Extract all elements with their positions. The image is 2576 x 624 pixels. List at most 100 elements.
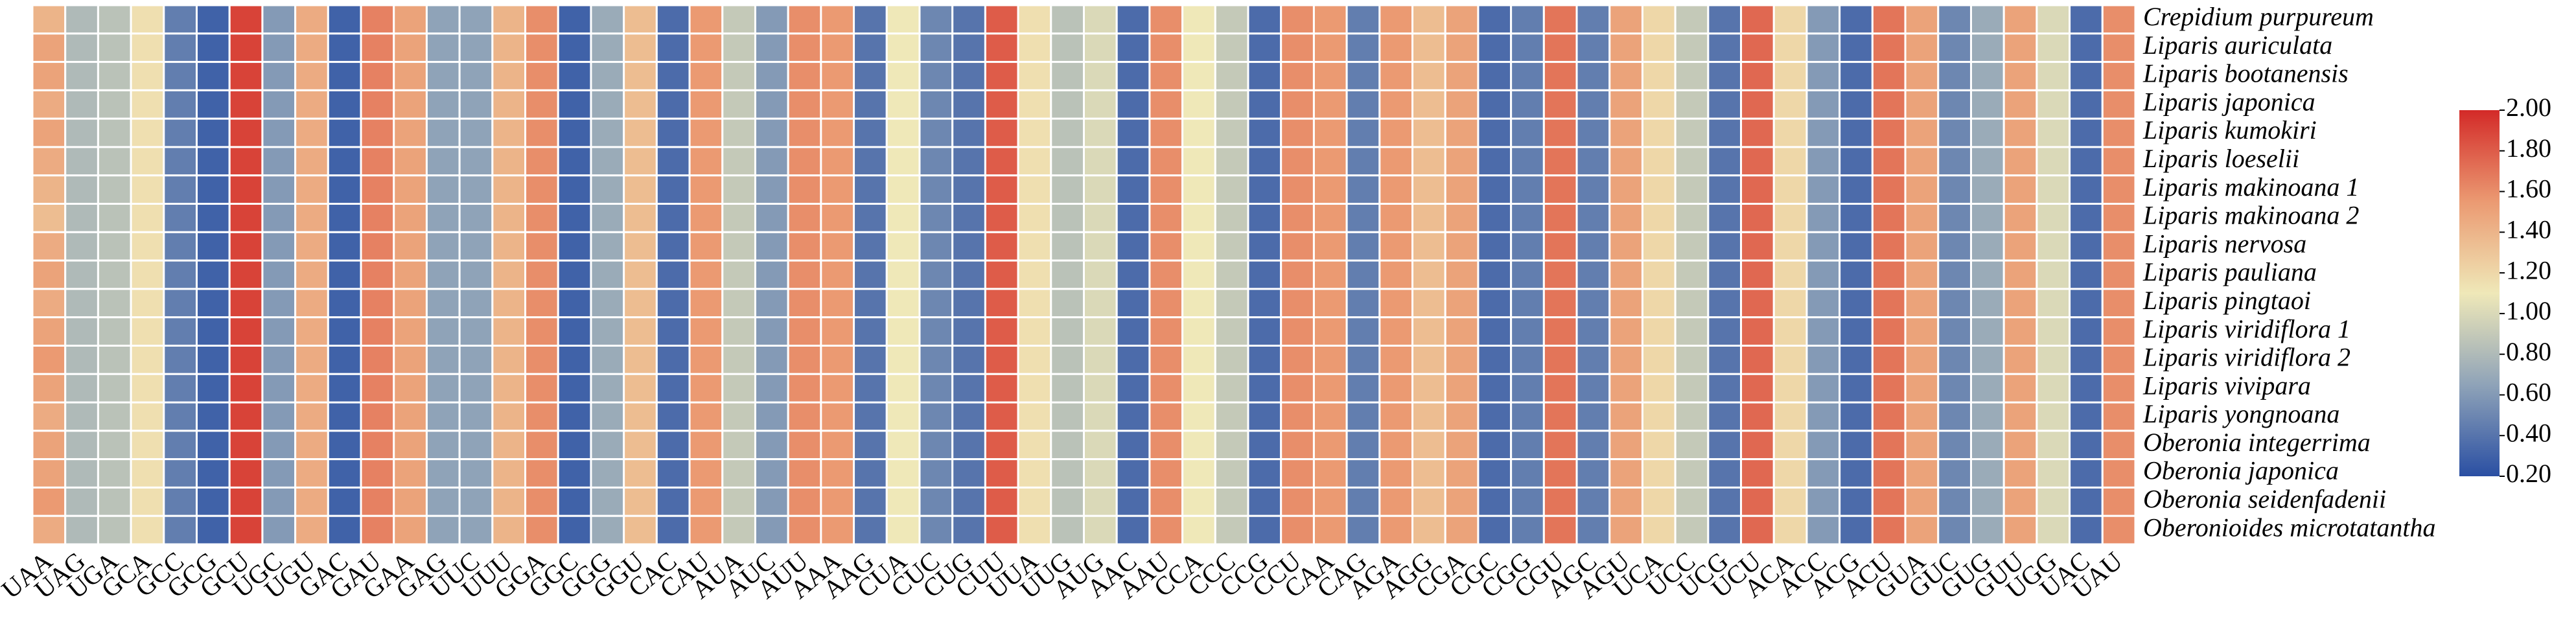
heatmap-cell (1542, 4, 1578, 35)
heatmap-cell (2002, 146, 2038, 177)
heatmap-cell (1510, 203, 1545, 233)
heatmap-cell (1674, 288, 1710, 319)
heatmap-cell (130, 259, 165, 290)
heatmap-cell (1772, 117, 1808, 148)
heatmap-cell (1608, 458, 1643, 489)
heatmap-cell (557, 146, 592, 177)
heatmap-cell (688, 203, 724, 233)
heatmap-cell (31, 373, 67, 404)
heatmap-cell (1904, 4, 1940, 35)
heatmap-cell (1411, 316, 1446, 347)
heatmap-cell (1575, 486, 1611, 517)
heatmap-cell (327, 373, 362, 404)
heatmap-cell (1575, 61, 1611, 91)
heatmap-cell (951, 458, 986, 489)
heatmap-cell (557, 89, 592, 120)
heatmap-cell (1772, 259, 1808, 290)
heatmap-cell (885, 61, 921, 91)
heatmap-cell (1378, 146, 1414, 177)
heatmap-cell (294, 430, 329, 461)
heatmap-cell (1674, 373, 1710, 404)
heatmap-cell (393, 514, 428, 546)
heatmap-cell (1904, 203, 1940, 233)
heatmap-cell (130, 174, 165, 205)
heatmap-cell (64, 486, 99, 517)
heatmap-cell (1345, 117, 1381, 148)
heatmap-cell (885, 203, 921, 233)
heatmap-cell (984, 373, 1019, 404)
heatmap-cell (261, 288, 297, 319)
heatmap-cell (97, 146, 132, 177)
heatmap-cell (1937, 401, 1972, 432)
heatmap-cell (1871, 458, 1907, 489)
heatmap-cell (1969, 117, 2005, 148)
heatmap-cell (688, 231, 724, 262)
heatmap-cell (31, 89, 67, 120)
heatmap-cell (1378, 4, 1414, 35)
heatmap-cell (557, 61, 592, 91)
heatmap-cell (1050, 373, 1085, 404)
heatmap-cell (360, 373, 395, 404)
heatmap-cell (130, 231, 165, 262)
heatmap-cell (1641, 61, 1677, 91)
heatmap-cell (1969, 32, 2005, 64)
heatmap-cell (787, 288, 822, 319)
colorbar-tick-label: 0.40 (2506, 418, 2551, 447)
heatmap-cell (1707, 146, 1743, 177)
heatmap-cell (1674, 146, 1710, 177)
heatmap-cell (655, 231, 691, 262)
heatmap-cell (425, 174, 461, 205)
heatmap-cell (1969, 430, 2005, 461)
heatmap-cell (1247, 146, 1282, 177)
heatmap-cell (31, 259, 67, 290)
heatmap-cell (360, 117, 395, 148)
heatmap-cell (787, 61, 822, 91)
heatmap-cell (655, 373, 691, 404)
heatmap-cell (1904, 32, 1940, 64)
heatmap-cell (2036, 458, 2071, 489)
heatmap-cell (1214, 288, 1249, 319)
heatmap-cell (1575, 174, 1611, 205)
heatmap-cell (1312, 514, 1348, 546)
heatmap-cell (1871, 259, 1907, 290)
heatmap-cell (1312, 401, 1348, 432)
heatmap-cell (360, 174, 395, 205)
heatmap-cell (984, 486, 1019, 517)
heatmap-cell (1641, 514, 1677, 546)
heatmap-cell (1542, 373, 1578, 404)
heatmap-cell (491, 486, 527, 517)
heatmap-cell (130, 401, 165, 432)
heatmap-cell (1280, 373, 1315, 404)
heatmap-cell (425, 117, 461, 148)
heatmap-cell (1312, 61, 1348, 91)
heatmap-cell (1477, 430, 1513, 461)
heatmap-cell (360, 458, 395, 489)
heatmap-cell (360, 401, 395, 432)
heatmap-cell (130, 146, 165, 177)
heatmap-cell (1115, 344, 1151, 375)
heatmap-cell (853, 401, 888, 432)
heatmap-cell (228, 174, 264, 205)
heatmap-cell (1805, 514, 1841, 546)
row-label: Liparis nervosa (2142, 229, 2306, 258)
heatmap-cell (2002, 373, 2038, 404)
heatmap-cell (754, 401, 789, 432)
heatmap-cell (1411, 288, 1446, 319)
heatmap-cell (2002, 89, 2038, 120)
heatmap-cell (655, 430, 691, 461)
heatmap-cell (458, 117, 494, 148)
heatmap-cell (984, 32, 1019, 64)
heatmap-cell (1050, 231, 1085, 262)
heatmap-cell (1477, 288, 1513, 319)
heatmap-cell (1608, 231, 1643, 262)
heatmap-cell (1839, 486, 1874, 517)
heatmap-cell (1477, 316, 1513, 347)
heatmap-cell (1181, 203, 1216, 233)
heatmap-cell (31, 288, 67, 319)
heatmap-cell (1707, 401, 1743, 432)
heatmap-cell (1707, 514, 1743, 546)
heatmap-cell (1378, 174, 1414, 205)
heatmap-cell (261, 231, 297, 262)
heatmap-cell (1017, 259, 1052, 290)
heatmap-cell (1969, 61, 2005, 91)
